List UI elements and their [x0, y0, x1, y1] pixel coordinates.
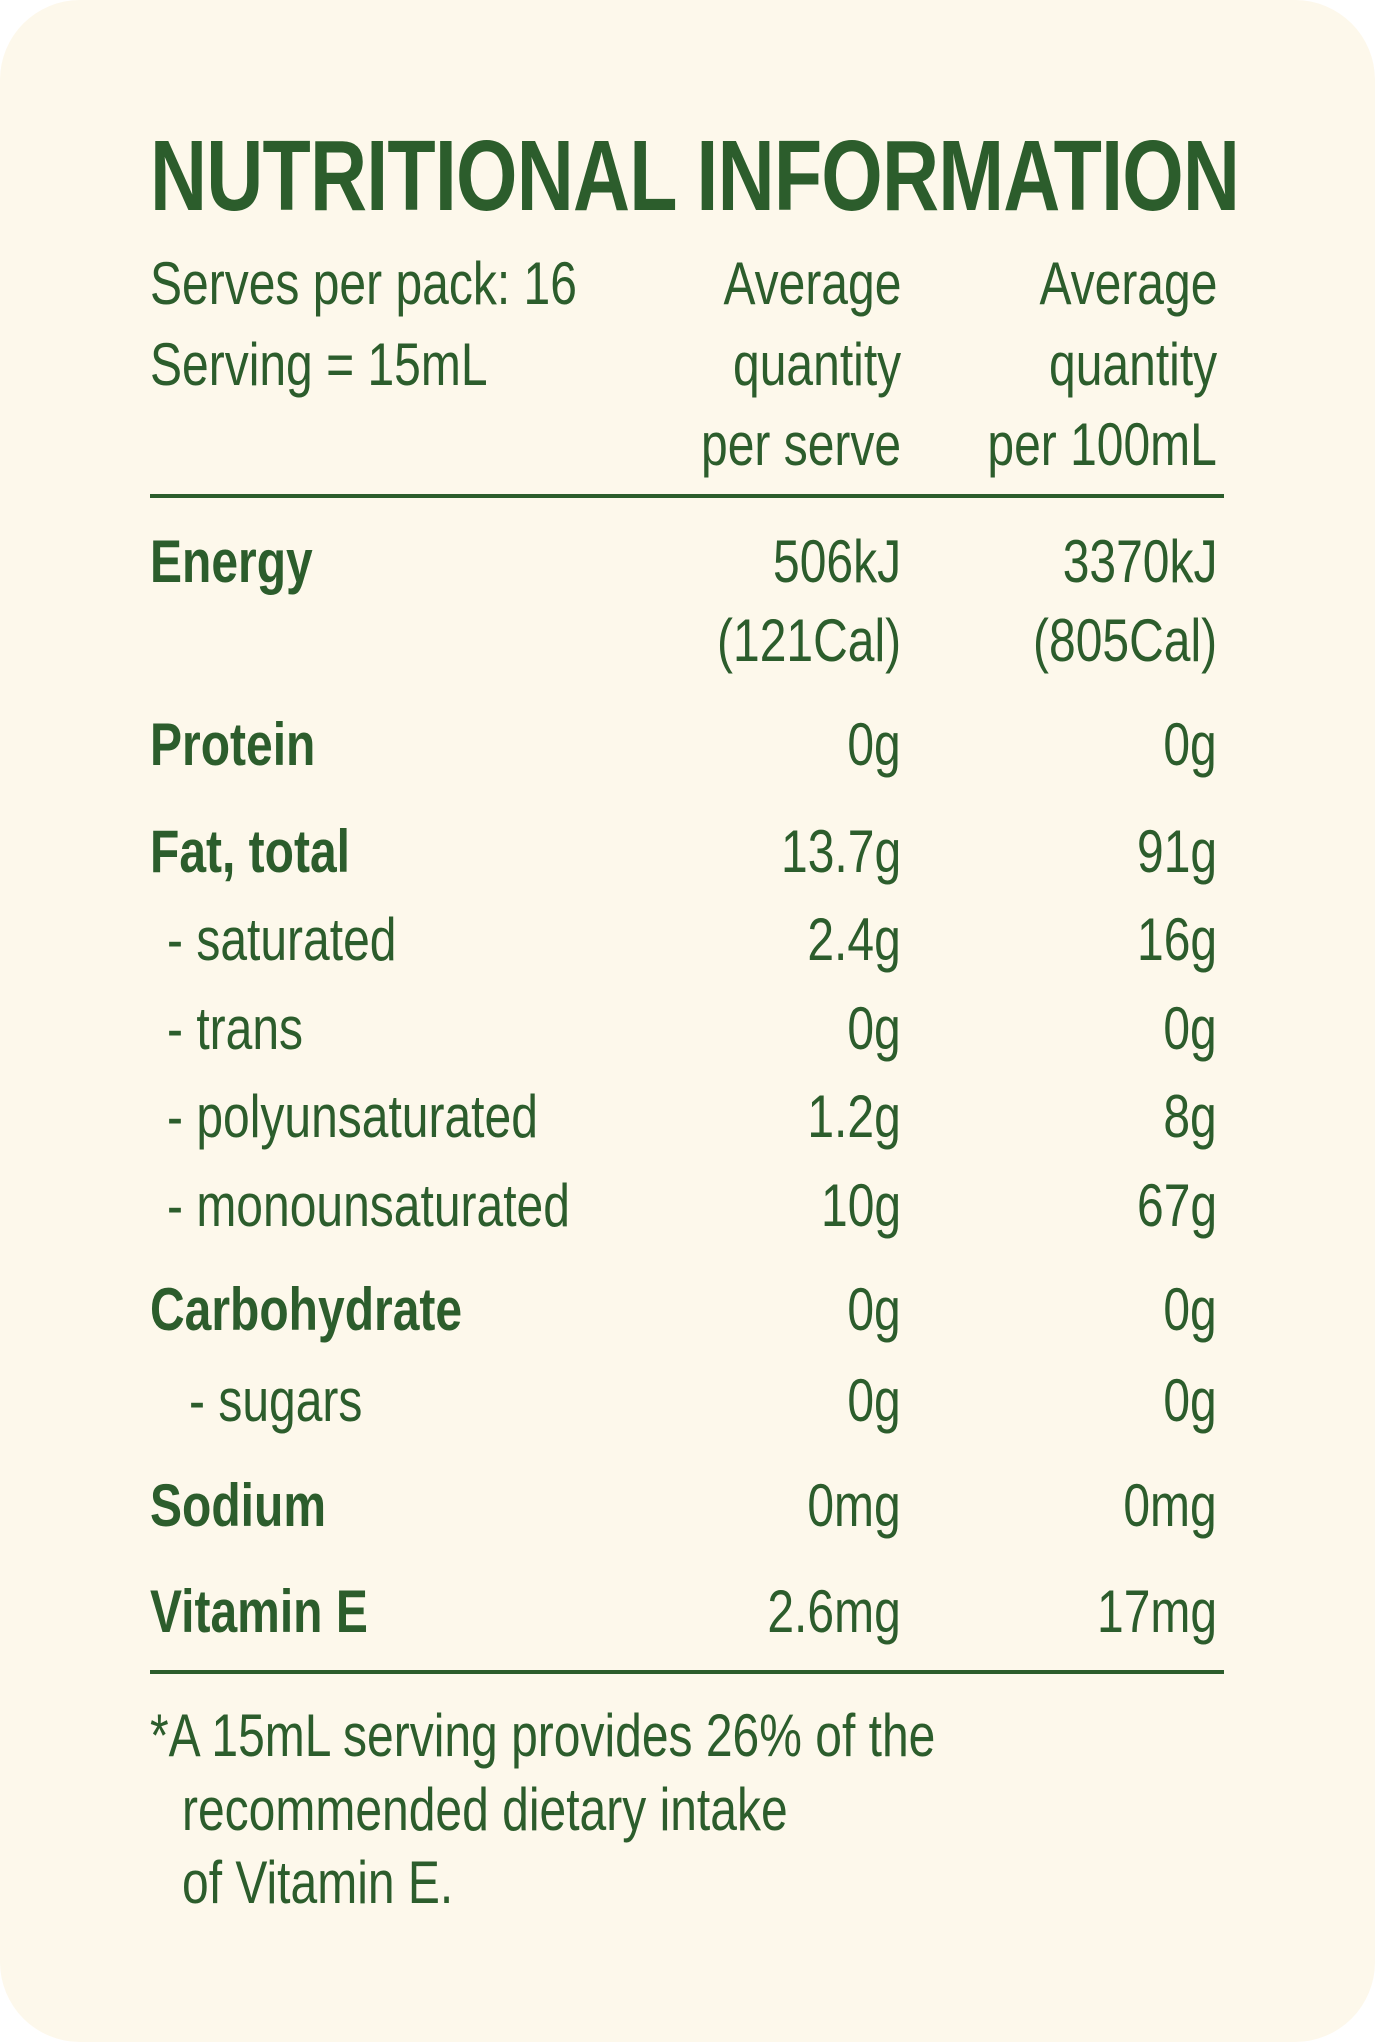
protein-serve: 0g: [847, 711, 901, 778]
row-label-polyunsaturated: - polyunsaturated: [167, 1083, 538, 1150]
col2-header-line2: quantity: [1048, 331, 1217, 398]
energy-serve: 506kJ: [772, 528, 901, 595]
col1-header-line3: per serve: [700, 411, 901, 478]
sugars-per100: 0g: [1163, 1367, 1217, 1434]
energy-serve-cal: (121Cal): [716, 607, 901, 674]
sodium-per100: 0mg: [1123, 1472, 1217, 1539]
vitamin-e-serve: 2.6mg: [767, 1578, 901, 1645]
col2-header-line1: Average: [1039, 250, 1217, 317]
polyunsaturated-serve: 1.2g: [807, 1083, 901, 1150]
row-label-carbohydrate: Carbohydrate: [150, 1276, 463, 1343]
sugars-serve: 0g: [847, 1367, 901, 1434]
row-label-trans: - trans: [167, 995, 304, 1062]
monounsaturated-per100: 67g: [1136, 1172, 1217, 1239]
divider-top: [150, 494, 1224, 498]
divider-bottom: [150, 1670, 1224, 1674]
saturated-per100: 16g: [1136, 906, 1217, 973]
footnote-line1: *A 15mL serving provides 26% of the: [150, 1702, 936, 1769]
monounsaturated-serve: 10g: [820, 1172, 901, 1239]
fat-total-serve: 13.7g: [780, 818, 901, 885]
saturated-serve: 2.4g: [807, 906, 901, 973]
footnote-line3: of Vitamin E.: [182, 1849, 454, 1916]
energy-per100-cal: (805Cal): [1032, 607, 1217, 674]
row-label-sodium: Sodium: [150, 1472, 326, 1539]
row-label-monounsaturated: - monounsaturated: [167, 1172, 570, 1239]
row-label-vitamin-e: Vitamin E: [150, 1578, 368, 1645]
row-label-fat-total: Fat, total: [150, 818, 350, 885]
serving-size: Serving = 15mL: [150, 331, 488, 398]
trans-per100: 0g: [1163, 995, 1217, 1062]
carbohydrate-per100: 0g: [1163, 1276, 1217, 1343]
protein-per100: 0g: [1163, 711, 1217, 778]
row-label-protein: Protein: [150, 711, 316, 778]
col1-header-line2: quantity: [732, 331, 901, 398]
polyunsaturated-per100: 8g: [1163, 1083, 1217, 1150]
panel-title: NUTRITIONAL INFORMATION: [150, 120, 1240, 232]
fat-total-per100: 91g: [1136, 818, 1217, 885]
row-label-sugars: - sugars: [189, 1367, 363, 1434]
trans-serve: 0g: [847, 995, 901, 1062]
carbohydrate-serve: 0g: [847, 1276, 901, 1343]
energy-per100: 3370kJ: [1062, 528, 1217, 595]
row-label-saturated: - saturated: [167, 906, 397, 973]
serves-per-pack: Serves per pack: 16: [150, 250, 577, 317]
col1-header-line1: Average: [723, 250, 901, 317]
col2-header-line3: per 100mL: [987, 411, 1217, 478]
vitamin-e-per100: 17mg: [1096, 1578, 1217, 1645]
footnote-line2: recommended dietary intake: [182, 1776, 788, 1843]
sodium-serve: 0mg: [807, 1472, 901, 1539]
row-label-energy: Energy: [150, 528, 313, 595]
